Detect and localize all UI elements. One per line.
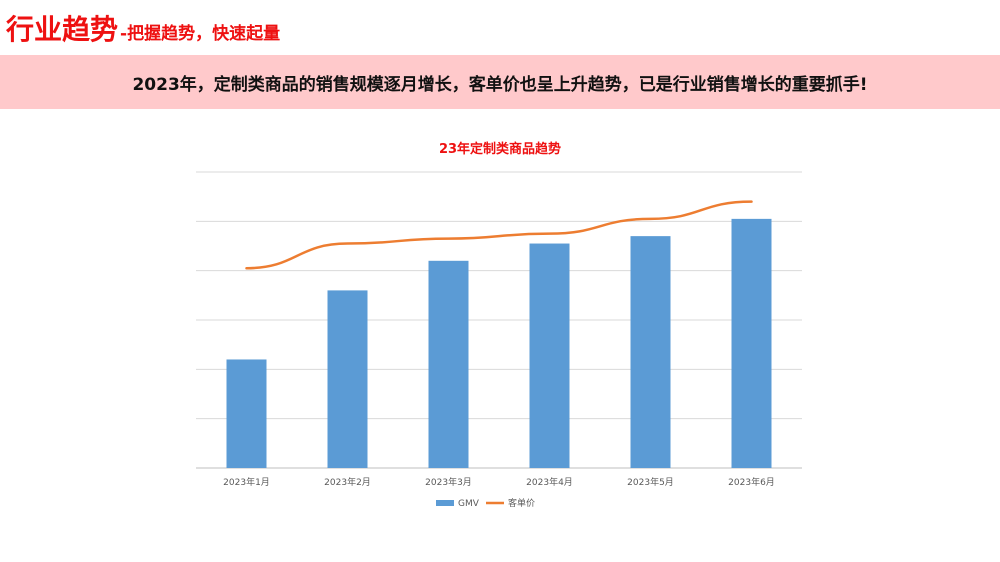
bar-gmv xyxy=(226,359,267,468)
x-tick-label: 2023年4月 xyxy=(526,476,573,488)
bar-gmv xyxy=(529,243,570,468)
page-header: 行业趋势 -把握趋势，快速起量 xyxy=(6,8,280,48)
legend-swatch-gmv xyxy=(436,500,454,506)
legend-label-gmv: GMV xyxy=(458,499,480,509)
line-avg-order-value xyxy=(245,200,753,270)
bar-gmv xyxy=(327,290,368,468)
bar-gmv xyxy=(630,236,671,468)
x-tick-label: 2023年3月 xyxy=(425,476,472,488)
x-tick-label: 2023年2月 xyxy=(324,476,371,488)
page-title: 行业趋势 xyxy=(6,13,119,46)
bar-gmv xyxy=(428,260,469,468)
page-subtitle: -把握趋势，快速起量 xyxy=(120,24,281,44)
x-tick-label: 2023年6月 xyxy=(728,476,775,488)
summary-banner: 2023年，定制类商品的销售规模逐月增长，客单价也呈上升趋势，已是行业销售增长的… xyxy=(0,55,1000,109)
summary-text: 2023年，定制类商品的销售规模逐月增长，客单价也呈上升趋势，已是行业销售增长的… xyxy=(132,74,868,95)
bar-gmv xyxy=(731,218,772,468)
x-tick-label: 2023年5月 xyxy=(627,476,674,488)
legend-label-avg-order-value: 客单价 xyxy=(508,497,535,509)
x-tick-label: 2023年1月 xyxy=(223,476,270,488)
chart-title: 23年定制类商品趋势 xyxy=(439,141,561,157)
